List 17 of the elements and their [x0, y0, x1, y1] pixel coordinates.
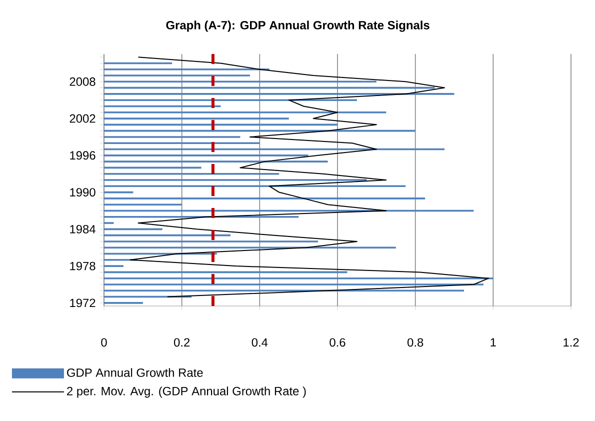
x-tick-label: 0.2 [174, 338, 190, 347]
x-tick-label: 0 [101, 338, 107, 347]
legend-label: GDP Annual Growth Rate [67, 368, 203, 377]
chart-title: Graph (A-7): GDP Annual Growth Rate Signals [166, 20, 430, 32]
legend-label: 2 per. Mov. Avg. (GDP Annual Growth Rate ) [67, 386, 306, 398]
x-tick-label: 0.8 [407, 338, 424, 347]
x-tick-label: 0.4 [252, 338, 268, 347]
y-tick-label: 2008 [70, 77, 96, 86]
y-tick-label: 1972 [70, 298, 96, 308]
x-tick-label: 1.2 [564, 338, 579, 347]
y-tick-label: 1978 [70, 262, 96, 270]
y-tick-label: 2002 [70, 114, 96, 123]
x-tick-label: 1 [490, 338, 496, 346]
y-tick-label: 1984 [70, 224, 96, 234]
y-tick-label: 1996 [70, 151, 96, 160]
y-tick-label: 1990 [70, 188, 96, 197]
x-tick-label: 0.6 [330, 338, 346, 347]
